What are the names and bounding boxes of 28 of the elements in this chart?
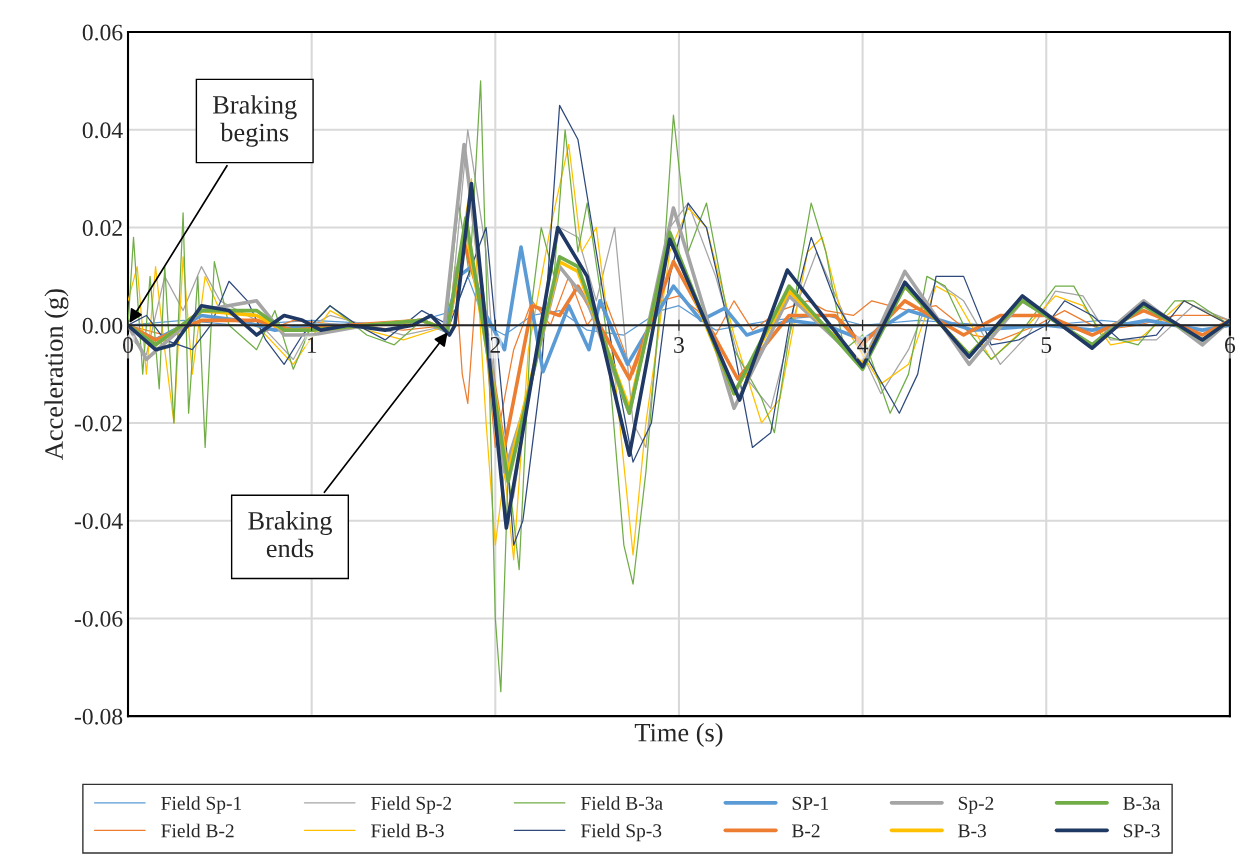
y-tick-label: 0.04 (82, 122, 123, 139)
annotation: Braking ends (248, 511, 332, 558)
legend-label: Field Sp-2 (371, 796, 452, 814)
y-tick-label: -0.06 (74, 610, 123, 627)
x-tick-label: 2 (490, 337, 500, 353)
x-tick-label: 3 (674, 337, 684, 353)
y-tick-label: 0.02 (82, 220, 122, 237)
legend-label: Sp-2 (958, 796, 994, 814)
x-axis-title: Time (s) (634, 722, 723, 747)
y-tick-label: 0.00 (82, 317, 123, 334)
legend-label: Field Sp-1 (161, 796, 242, 814)
y-tick-label: -0.02 (74, 415, 122, 432)
x-tick-label: 5 (1041, 337, 1052, 353)
y-tick-label: -0.04 (74, 513, 123, 530)
y-tick-label: -0.08 (74, 708, 123, 725)
legend-label: B-2 (791, 824, 820, 838)
x-tick-label: 1 (307, 337, 317, 353)
legend-label: Field B-2 (161, 823, 234, 838)
legend-label: Field B-3 (371, 823, 444, 838)
legend-label: Field B-3a (581, 796, 663, 810)
legend-label: SP-1 (792, 796, 829, 810)
legend-label: B-3a (1123, 796, 1161, 810)
y-tick-label: 0.06 (82, 24, 123, 41)
annotation: Braking begins (212, 95, 297, 147)
legend-label: B-3 (958, 824, 986, 838)
y-axis-title: Acceleration (g) (44, 289, 69, 460)
legend-label: SP-3 (1123, 824, 1160, 838)
legend-label: Field Sp-3 (581, 823, 662, 842)
